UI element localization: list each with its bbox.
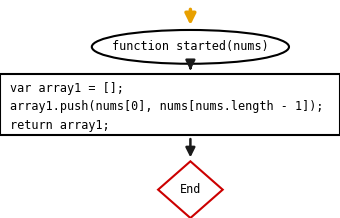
Ellipse shape [92,30,289,64]
Text: var array1 = [];
array1.push(nums[0], nums[nums.length - 1]);
return array1;: var array1 = []; array1.push(nums[0], nu… [10,82,324,132]
Polygon shape [158,161,223,218]
Text: End: End [180,183,201,196]
Text: function started(nums): function started(nums) [112,40,269,53]
Bar [0,74,340,135]
